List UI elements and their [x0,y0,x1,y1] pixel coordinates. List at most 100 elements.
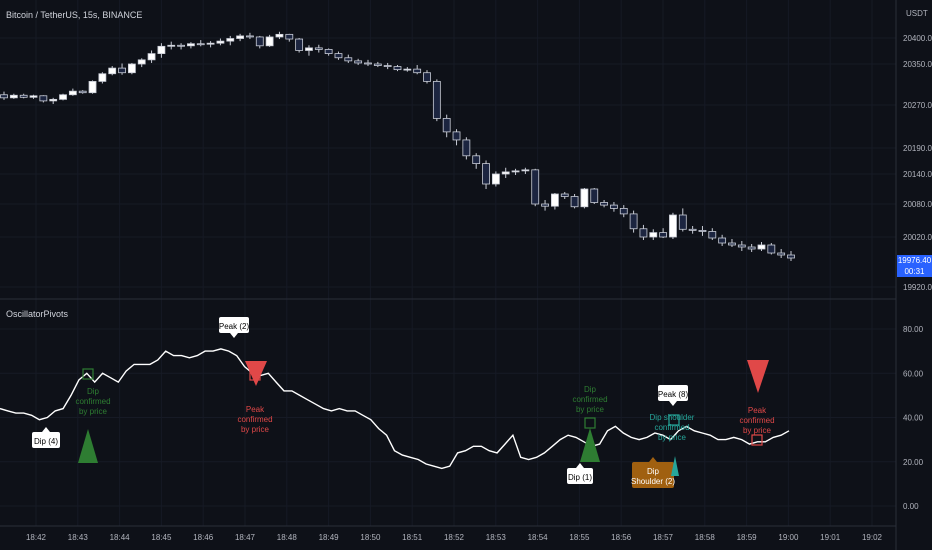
time-tick-label: 18:48 [277,533,298,542]
peak-confirmed-note-2: confirmed [739,416,774,425]
time-tick-label: 19:01 [820,533,841,542]
dip-confirmed-note-2: Dip [584,385,597,394]
candle-body [590,188,599,203]
candle-body [452,131,461,141]
candle-body [629,213,638,230]
time-tick-label: 19:02 [862,533,883,542]
dip-shoulder-note: confirmed [654,423,689,432]
symbol-title: Bitcoin / TetherUS, 15s, BINANCE [6,10,143,20]
dip-up-triangle [78,429,98,463]
candle-body [787,254,795,259]
candle-body [354,60,363,64]
time-tick-label: 18:45 [151,533,172,542]
candle-body [737,244,746,248]
candle-body [39,95,48,102]
candle-body [246,35,254,38]
pivot-label-bg [32,432,60,448]
candle-body [324,49,333,54]
candle-body [491,173,500,185]
time-tick-label: 18:49 [319,533,340,542]
candle-body [373,63,382,66]
peak-confirmed-note: Peak [246,405,265,414]
dip-confirmed-note-2: by price [576,405,605,414]
peak-confirmed-note-2: Peak [748,406,767,415]
pivot-label-text: Dip (4) [34,437,58,446]
candle-body [482,163,490,185]
candle-body [236,35,245,39]
pivot-label-text: Dip (1) [568,473,592,482]
candle-body [187,43,195,47]
pivot-label-bg [567,468,593,484]
candle-body [285,33,294,40]
candle-body [698,229,707,232]
candle-body [314,47,323,50]
candle-body [767,244,776,254]
candle-body [541,203,549,207]
time-tick-label: 18:59 [737,533,758,542]
osc-tick-label: 80.00 [903,325,924,334]
candle-body [108,67,117,75]
candle-body [580,188,589,208]
price-badge: 19976.40 [897,255,932,266]
candle-body [570,196,579,208]
pivot-label-pointer [649,457,657,462]
candle-body [708,231,717,239]
peak-2-label: Peak (2) [219,317,250,338]
time-tick-label: 18:50 [360,533,381,542]
grid [0,0,896,526]
candle-body [255,36,264,47]
pivot-label-text: Shoulder (2) [631,477,675,486]
pivot-label-bg [658,385,688,401]
candle-body [659,232,668,238]
osc-tick-label: 20.00 [903,458,924,467]
candle-body [98,73,107,82]
dip-confirmed-note: by price [79,407,108,416]
osc-tick-label: 40.00 [903,414,924,423]
pivot-label-pointer [42,427,50,432]
dip-shoulder-note: Dip shoulder [650,413,695,422]
pivot-label-text: Peak (2) [219,322,250,331]
time-tick-label: 18:52 [444,533,465,542]
candle-body [216,40,225,44]
dip-confirmed-note: confirmed [75,397,110,406]
oscillator-line [0,348,790,470]
candles [0,31,795,261]
time-tick-label: 18:44 [110,533,131,542]
candle-body [600,202,608,206]
candle-body [275,33,284,38]
peak-8-label: Peak (8) [658,385,688,406]
peak-confirmed-note: confirmed [237,415,272,424]
time-tick-label: 18:54 [528,533,549,542]
candle-body [127,63,136,74]
peak-confirm-box-2 [751,434,763,446]
candle-body [334,53,343,59]
candle-body [49,98,58,102]
osc-tick-label: 60.00 [903,369,924,378]
dip-1-label: Dip (1) [567,463,593,484]
candle-body [68,90,77,96]
candle-body [403,68,412,71]
candle-body [137,59,146,65]
peak-confirm-box [249,369,261,381]
pivot-label-pointer [669,401,677,406]
candle-body [177,44,185,47]
candle-body [560,193,569,197]
time-tick-label: 18:46 [193,533,214,542]
candle-body [29,95,38,98]
time-tick-label: 18:51 [402,533,423,542]
oscillator-axis: 80.00 60.00 40.00 20.00 0.00 [903,325,924,511]
countdown-badge: 00:31 [897,266,932,277]
candle-body [19,94,28,98]
time-tick-label: 18:42 [26,533,47,542]
candle-body [196,43,205,46]
price-tick-label: 19920.00 [903,283,932,292]
time-axis: 18:42 18:43 18:44 18:45 18:46 18:47 18:48 18:49… [26,533,883,542]
candle-body [344,57,353,62]
dip-4-label: Dip (4) [32,427,60,448]
candle-body [551,193,559,207]
candle-body [442,118,451,133]
indicator-title: OscillatorPivots [6,309,69,319]
